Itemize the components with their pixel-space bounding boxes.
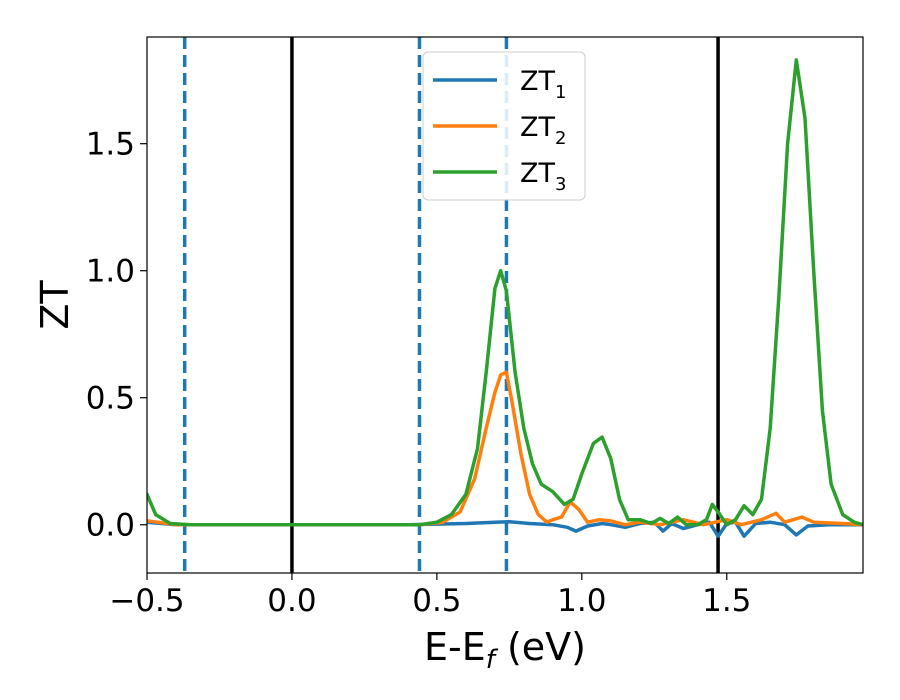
legend-label-zt1: ZT1 [520, 66, 566, 103]
x-axis-title: E-Ef (eV) [424, 625, 586, 675]
x-tick-label: −0.5 [109, 583, 184, 619]
x-tick-label: 1.0 [557, 583, 606, 619]
y-tick-label: 0.0 [86, 508, 135, 544]
x-tick-label: 1.5 [702, 583, 751, 619]
x-axis: −0.5 0.0 0.5 1.0 1.5 [109, 573, 751, 619]
y-tick-label: 1.0 [86, 254, 135, 290]
reference-lines [182, 37, 720, 573]
y-axis: 0.0 0.5 1.0 1.5 [86, 127, 147, 544]
legend: ZT1 ZT2 ZT3 [422, 51, 586, 201]
plot-frame [146, 36, 864, 574]
legend-label-zt3: ZT3 [520, 158, 566, 195]
x-tick-label: 0.0 [267, 583, 316, 619]
legend-label-zt2: ZT2 [520, 112, 566, 149]
y-axis-title: ZT [33, 280, 77, 330]
x-tick-label: 0.5 [412, 583, 461, 619]
series-line-zt3 [147, 58, 863, 527]
legend-box [422, 51, 586, 201]
y-tick-label: 0.5 [86, 381, 135, 417]
y-tick-label: 1.5 [86, 127, 135, 163]
series-lines [147, 58, 863, 538]
series-line-zt2 [147, 370, 863, 527]
